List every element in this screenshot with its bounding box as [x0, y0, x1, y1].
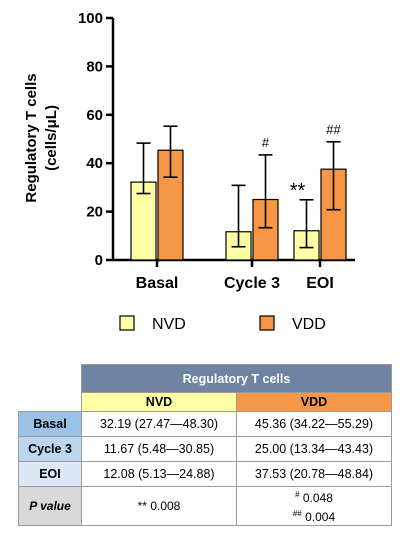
p-label-rest: value	[36, 498, 71, 513]
table-row: Cycle 3 11.67 (5.48—30.85) 25.00 (13.34—…	[18, 436, 392, 462]
y-tick-label: 80	[86, 58, 103, 75]
cell-basal-vdd: 45.36 (34.22—55.29)	[236, 411, 392, 437]
cell-cycle3-nvd: 11.67 (5.48—30.85)	[81, 436, 237, 462]
col-header-vdd: VDD	[236, 392, 392, 412]
regulatory-t-cells-chart: 0 20 40 60 80 100 Basal Cycle 3 EOI # ** ## Regul…	[23, 10, 355, 333]
p-vdd-val-1: 0.048	[302, 491, 333, 505]
cell-p-nvd: ** 0.008	[81, 486, 237, 526]
table-row: EOI 12.08 (5.13—24.88) 37.53 (20.78—48.8…	[18, 461, 392, 487]
row-header-cycle3: Cycle 3	[18, 436, 82, 462]
error-bars	[136, 125, 341, 249]
y-tick-label: 60	[86, 107, 103, 124]
cell-p-vdd: # 0.048 ## 0.004	[236, 486, 392, 526]
legend-label-nvd: NVD	[152, 316, 186, 333]
legend: NVD VDD	[119, 315, 326, 333]
p-label-italic: P	[29, 498, 37, 513]
legend-swatch-nvd	[119, 315, 135, 331]
table-corner-2	[18, 392, 82, 412]
significance-marker: #	[262, 135, 270, 150]
row-header-eoi: EOI	[18, 461, 82, 487]
x-tick-label: Basal	[136, 275, 179, 292]
cell-cycle3-vdd: 25.00 (13.34—43.43)	[236, 436, 392, 462]
bar-nvd	[130, 181, 157, 261]
p-vdd-val-2: 0.004	[305, 510, 336, 524]
table-row: P value ** 0.008 # 0.048 ## 0.004	[18, 486, 392, 526]
table-title: Regulatory T cells	[81, 364, 392, 393]
y-tick-label: 40	[86, 155, 103, 172]
x-axis: Basal Cycle 3 EOI	[113, 258, 355, 292]
x-tick-label: EOI	[306, 275, 334, 292]
y-axis-unit: (cells/μL)	[43, 105, 60, 171]
y-axis-title: Regulatory T cells	[23, 73, 40, 202]
legend-swatch-vdd	[259, 315, 275, 331]
cell-eoi-vdd: 37.53 (20.78—48.84)	[236, 461, 392, 487]
y-tick-label: 20	[86, 204, 103, 221]
p-vdd-mark-1: #	[295, 490, 300, 499]
significance-markers: # ** ##	[262, 122, 342, 202]
y-tick-label: 0	[95, 252, 103, 269]
significance-marker: ##	[326, 122, 341, 137]
cell-eoi-nvd: 12.08 (5.13—24.88)	[81, 461, 237, 487]
y-axis: 0 20 40 60 80 100	[78, 10, 115, 269]
table-row: Basal 32.19 (27.47—48.30) 45.36 (34.22—5…	[18, 411, 392, 437]
table-corner	[18, 364, 82, 393]
significance-marker: **	[290, 180, 306, 202]
row-header-basal: Basal	[18, 411, 82, 437]
stats-table: Regulatory T cells NVD VDD Basal 32.19 (…	[18, 364, 392, 526]
legend-label-vdd: VDD	[292, 316, 326, 333]
row-header-p-value: P value	[18, 486, 82, 526]
y-tick-label: 100	[78, 10, 103, 27]
col-header-nvd: NVD	[81, 392, 237, 412]
p-vdd-mark-2: ##	[292, 509, 302, 518]
x-tick-label: Cycle 3	[224, 275, 280, 292]
cell-basal-nvd: 32.19 (27.47—48.30)	[81, 411, 237, 437]
